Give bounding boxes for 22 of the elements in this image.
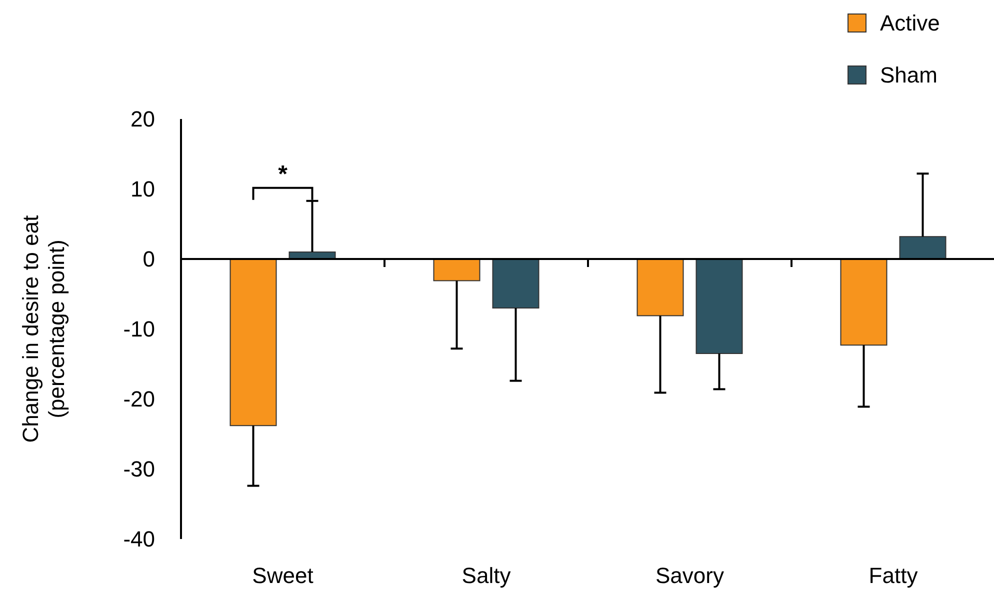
y-tick-label: 10 <box>130 176 155 202</box>
bar <box>492 258 540 308</box>
bar <box>899 236 946 260</box>
y-tick-label: -30 <box>123 456 155 482</box>
legend-label: Active <box>880 10 940 36</box>
x-tick-label: Fatty <box>868 563 918 588</box>
legend-label: Sham <box>880 62 938 88</box>
annotation: * <box>278 160 288 188</box>
bar <box>696 258 743 354</box>
y-tick-label: 20 <box>130 106 155 132</box>
bar <box>230 258 277 426</box>
y-tick-label: -20 <box>123 386 155 412</box>
x-tick-label: Sweet <box>252 563 314 588</box>
y-axis-title: Change in desire to eat (percentage point) <box>18 215 70 443</box>
bar <box>636 258 684 316</box>
y-tick-label: -40 <box>123 526 155 552</box>
x-tick-label: Savory <box>656 563 724 588</box>
bar <box>433 258 480 282</box>
y-tick-label: -10 <box>123 316 155 342</box>
x-tick-label: Salty <box>462 563 511 588</box>
y-tick-label: 0 <box>142 246 155 272</box>
bar <box>840 258 888 346</box>
